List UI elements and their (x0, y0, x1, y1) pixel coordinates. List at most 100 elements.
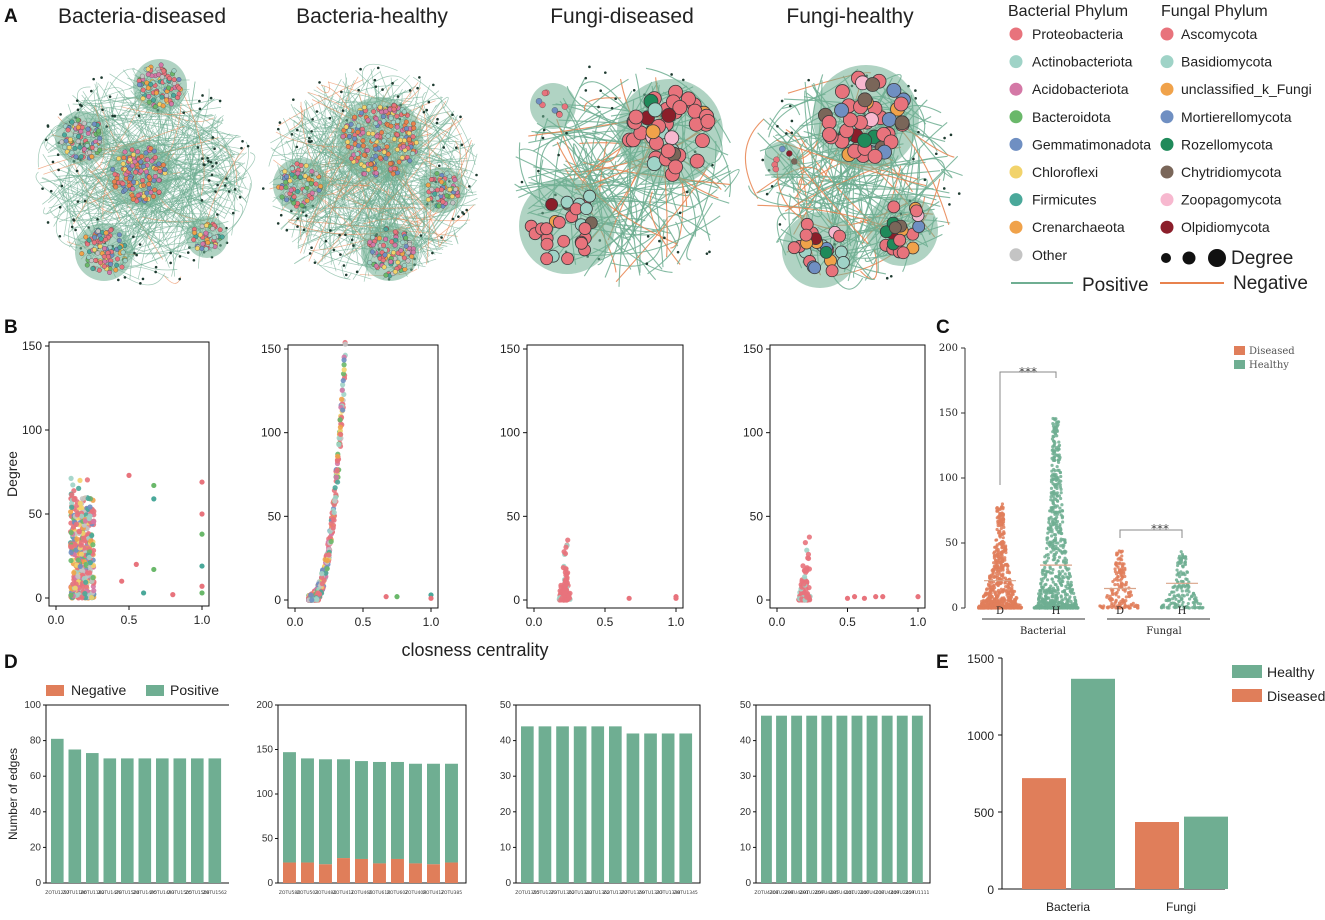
network-node (139, 282, 142, 285)
network-node (144, 190, 150, 196)
network-node (176, 91, 182, 97)
legend-bacterial-swatch (1009, 220, 1023, 234)
jitter-point (1000, 520, 1004, 524)
legend-bacterial-label: Proteobacteria (1032, 26, 1123, 42)
network-node (216, 183, 219, 187)
legend-fungal-label: Chytridiomycota (1181, 164, 1282, 180)
network-node (145, 85, 151, 91)
scatter-point (332, 485, 338, 491)
network-node (130, 163, 135, 169)
scatter-point (74, 512, 80, 518)
network-node (120, 181, 126, 187)
scatter-point (673, 595, 679, 601)
scatter-point (77, 500, 83, 506)
network-node (57, 168, 60, 172)
network-node (261, 187, 265, 190)
network-node (410, 134, 416, 140)
network-node (123, 276, 127, 279)
network-node (439, 179, 445, 185)
scatter-point (76, 485, 82, 491)
positive-edge (573, 143, 591, 177)
y-tick-label: 50 (268, 509, 282, 523)
network-node (84, 143, 90, 149)
network-node (791, 158, 798, 165)
network-node (381, 88, 384, 91)
jitter-point (1043, 594, 1048, 598)
scatter-point (428, 595, 434, 601)
network-node (110, 166, 116, 172)
network-node (428, 177, 434, 182)
scatter-point (151, 482, 157, 489)
positive-edge (237, 162, 252, 200)
network-node (405, 250, 411, 256)
network-node (949, 133, 953, 137)
network-node (73, 154, 79, 160)
scatter-point (89, 532, 95, 539)
jitter-point (1006, 567, 1010, 572)
negative-edge (316, 81, 330, 94)
network-node (599, 89, 603, 93)
positive-edge (686, 202, 713, 261)
network-node (388, 259, 394, 265)
network-node (352, 244, 355, 247)
network-node (807, 78, 810, 82)
network-node (138, 168, 144, 174)
network-node (425, 108, 429, 112)
scatter-point (126, 472, 132, 478)
network-node (356, 143, 361, 149)
jitter-point (1068, 595, 1072, 599)
network-node (151, 148, 157, 154)
network-node (120, 161, 126, 167)
network-node (410, 249, 416, 255)
network-node (191, 237, 197, 243)
network-node (210, 226, 216, 232)
jitter-point (996, 588, 1001, 593)
jitter-point (1060, 508, 1064, 513)
scatter-point (199, 531, 205, 537)
scatter-point (68, 592, 74, 598)
y-tick-label: 100 (500, 426, 520, 440)
network-node (338, 233, 341, 237)
scatter-point (77, 477, 83, 484)
network-node (200, 199, 204, 202)
scatter-point (199, 511, 205, 517)
jitter-point (1005, 585, 1010, 589)
network-node (552, 215, 566, 229)
network-node (287, 178, 293, 184)
network-node (957, 192, 961, 195)
negative-edge (289, 105, 304, 131)
scatter-point (319, 571, 325, 577)
network-node (865, 77, 881, 92)
network-node (367, 239, 373, 245)
positive-edge (168, 221, 188, 230)
network-node (340, 90, 343, 94)
network-node (294, 161, 300, 167)
network-node (450, 200, 456, 206)
network-node (154, 265, 158, 269)
network-node (305, 214, 308, 217)
legend-fungal-swatch (1160, 110, 1174, 124)
network-node (893, 233, 907, 247)
jitter-point (1046, 556, 1051, 560)
network-node (449, 193, 455, 199)
legend-bacterial-swatch (1009, 55, 1023, 69)
network-node (161, 68, 167, 74)
network-node (278, 121, 282, 124)
network-node (800, 217, 814, 231)
jitter-point (1052, 435, 1056, 439)
legend-fungal-label: Rozellomycota (1181, 136, 1273, 152)
positive-edge (452, 227, 459, 245)
network-node (588, 65, 591, 69)
network-node (394, 113, 400, 119)
network-node (418, 76, 421, 79)
network-node (341, 127, 347, 133)
network-node (377, 104, 383, 110)
network-node (289, 166, 295, 171)
jitter-point (1059, 594, 1063, 598)
network-node (819, 245, 833, 259)
network-node (217, 227, 223, 233)
jitter-point (995, 527, 999, 532)
network-node (392, 269, 398, 275)
network-node (135, 253, 138, 257)
x-tick-label: 1.0 (910, 615, 927, 629)
